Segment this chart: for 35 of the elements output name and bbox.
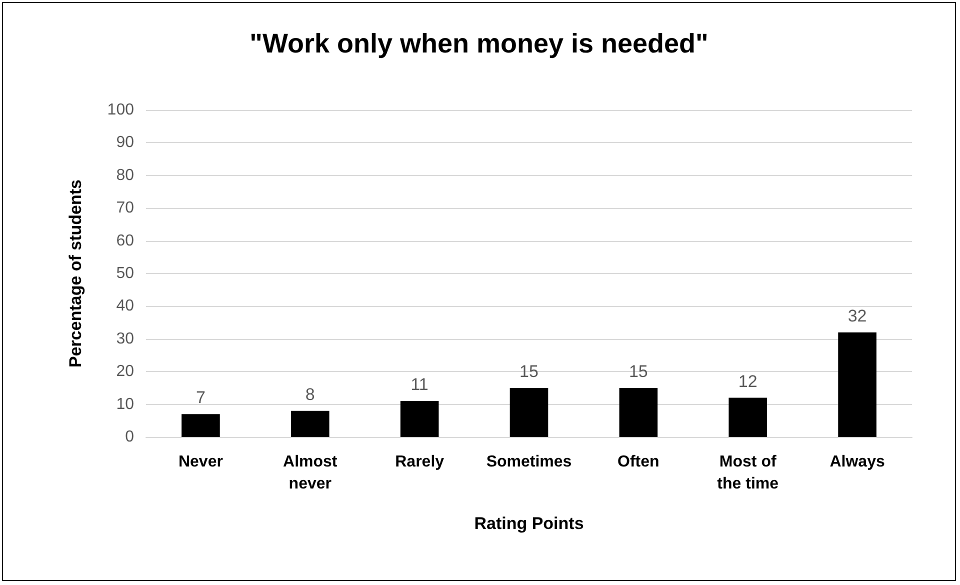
bar [400, 401, 439, 437]
y-tick-label: 40 [116, 298, 134, 315]
bar [619, 388, 658, 437]
y-tick-label: 20 [116, 363, 134, 380]
data-label: 32 [848, 306, 867, 326]
y-tick-label: 60 [116, 232, 134, 250]
data-label: 15 [628, 362, 648, 381]
y-tick-label: 10 [116, 396, 134, 413]
data-label: 8 [305, 384, 315, 404]
y-tick-label: 30 [116, 330, 134, 348]
y-tick-label: 80 [116, 166, 134, 184]
data-label: 12 [738, 372, 758, 391]
data-label: 15 [520, 362, 538, 381]
y-tick-label: 50 [116, 265, 134, 282]
bar [838, 332, 876, 437]
x-tick-label: Always [830, 454, 885, 470]
x-tick-label: Sometimes [486, 454, 572, 470]
chart-title: "Work only when money is needed" [250, 28, 708, 58]
y-tick-label: 70 [116, 200, 134, 217]
data-label: 7 [196, 388, 206, 408]
x-tick-label: Often [618, 454, 660, 470]
x-tick-label: Rarely [395, 454, 444, 470]
y-axis-title: Percentage of students [66, 180, 85, 368]
bar [290, 410, 330, 437]
y-tick-label: 90 [116, 134, 134, 152]
bar [182, 414, 220, 437]
y-tick-label: 100 [107, 102, 134, 118]
bar [728, 398, 768, 437]
bar [510, 388, 548, 437]
x-axis-title: Rating Points [474, 514, 584, 533]
y-tick-label: 0 [125, 428, 134, 446]
x-tick-label: Never [178, 454, 223, 470]
x-tick-label: Almost never [283, 454, 338, 492]
data-label: 11 [410, 375, 428, 394]
x-tick-label: Most of the time [717, 454, 779, 492]
